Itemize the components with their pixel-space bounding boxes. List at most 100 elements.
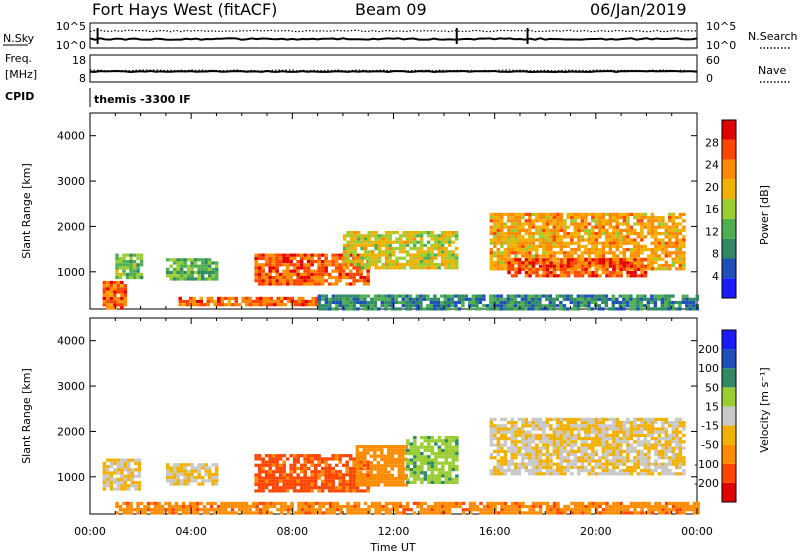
echo-cell (190, 469, 194, 473)
echo-cell (552, 271, 557, 275)
echo-cell (394, 445, 398, 449)
echo-cell (664, 427, 669, 431)
echo-cell (559, 511, 564, 515)
echo-cell (275, 470, 279, 474)
echo-cell (671, 251, 676, 255)
echo-cell (584, 228, 588, 232)
echo-cell (675, 424, 679, 428)
echo-cell (496, 294, 500, 298)
echo-cell (675, 459, 679, 463)
echo-cell (415, 300, 420, 305)
echo-cell (594, 433, 599, 437)
echo-cell (510, 258, 515, 262)
echo-cell (334, 269, 339, 273)
echo-cell (594, 254, 599, 258)
echo-cell (441, 480, 445, 484)
echo-cell (268, 479, 272, 483)
echo-cell (528, 241, 532, 245)
echo-cell (496, 440, 501, 444)
echo-cell (682, 212, 686, 216)
echo-cell (397, 477, 402, 481)
echo-cell (647, 453, 651, 457)
echo-cell (264, 473, 269, 477)
echo-cell (129, 272, 133, 276)
echo-cell (570, 248, 574, 252)
echo-cell (500, 267, 504, 271)
echo-cell (292, 269, 297, 273)
echo-cell (451, 448, 456, 452)
echo-cell (401, 483, 405, 487)
echo-cell (416, 250, 420, 254)
echo-cell (339, 504, 343, 509)
echo-cell (608, 219, 613, 223)
echo-cell (106, 306, 110, 310)
echo-cell (531, 244, 536, 248)
echo-cell (608, 511, 613, 515)
echo-cell (577, 424, 581, 428)
echo-cell (125, 511, 130, 515)
echo-cell (688, 297, 693, 301)
echo-cell (692, 501, 697, 505)
echo-cell (398, 256, 403, 260)
echo-cell (376, 461, 381, 465)
echo-cell (402, 256, 406, 260)
echo-cell (496, 241, 501, 245)
echo-cell (300, 511, 305, 515)
echo-cell (116, 280, 121, 285)
echo-cell (661, 238, 665, 242)
echo-cell (192, 303, 196, 307)
echo-cell (355, 253, 360, 257)
echo-cell (646, 307, 651, 311)
echo-cell (531, 501, 536, 505)
echo-cell (206, 296, 210, 300)
echo-cell (165, 476, 170, 480)
echo-cell (654, 241, 658, 245)
echo-cell (315, 299, 319, 304)
echo-cell (496, 304, 500, 308)
echo-cell (510, 267, 515, 271)
echo-cell (174, 504, 179, 509)
echo-cell (211, 472, 215, 476)
echo-cell (678, 437, 683, 441)
echo-cell (622, 469, 627, 473)
echo-cell (612, 271, 616, 275)
echo-cell (675, 267, 679, 271)
echo-cell (269, 511, 273, 515)
echo-cell (266, 299, 270, 304)
echo-cell (264, 279, 269, 283)
echo-cell (420, 471, 424, 475)
echo-cell (500, 251, 504, 255)
echo-cell (626, 235, 630, 239)
echo-cell (331, 489, 335, 493)
echo-cell (514, 472, 518, 476)
echo-cell (440, 508, 445, 512)
echo-cell (437, 439, 442, 443)
echo-cell (303, 466, 307, 471)
echo-cell (423, 266, 427, 270)
echo-cell (353, 256, 357, 260)
echo-cell (211, 479, 215, 483)
echo-cell (654, 225, 658, 229)
echo-cell (675, 430, 679, 434)
echo-cell (500, 462, 504, 466)
echo-cell (556, 216, 560, 220)
echo-cell (639, 300, 644, 305)
echo-cell (398, 511, 403, 515)
echo-cell (619, 264, 623, 268)
echo-cell (422, 307, 427, 311)
echo-cell (356, 508, 361, 512)
echo-cell (601, 241, 606, 245)
echo-cell (406, 458, 410, 462)
echo-cell (528, 443, 532, 447)
echo-cell (615, 459, 620, 463)
echo-cell (137, 468, 142, 472)
echo-cell (317, 260, 321, 264)
echo-cell (503, 417, 508, 421)
echo-cell (360, 259, 364, 263)
echo-cell (179, 482, 184, 486)
echo-cell (320, 260, 325, 264)
echo-cell (566, 235, 571, 239)
echo-cell (531, 456, 536, 460)
echo-cell (489, 443, 494, 447)
echo-cell (412, 304, 416, 308)
